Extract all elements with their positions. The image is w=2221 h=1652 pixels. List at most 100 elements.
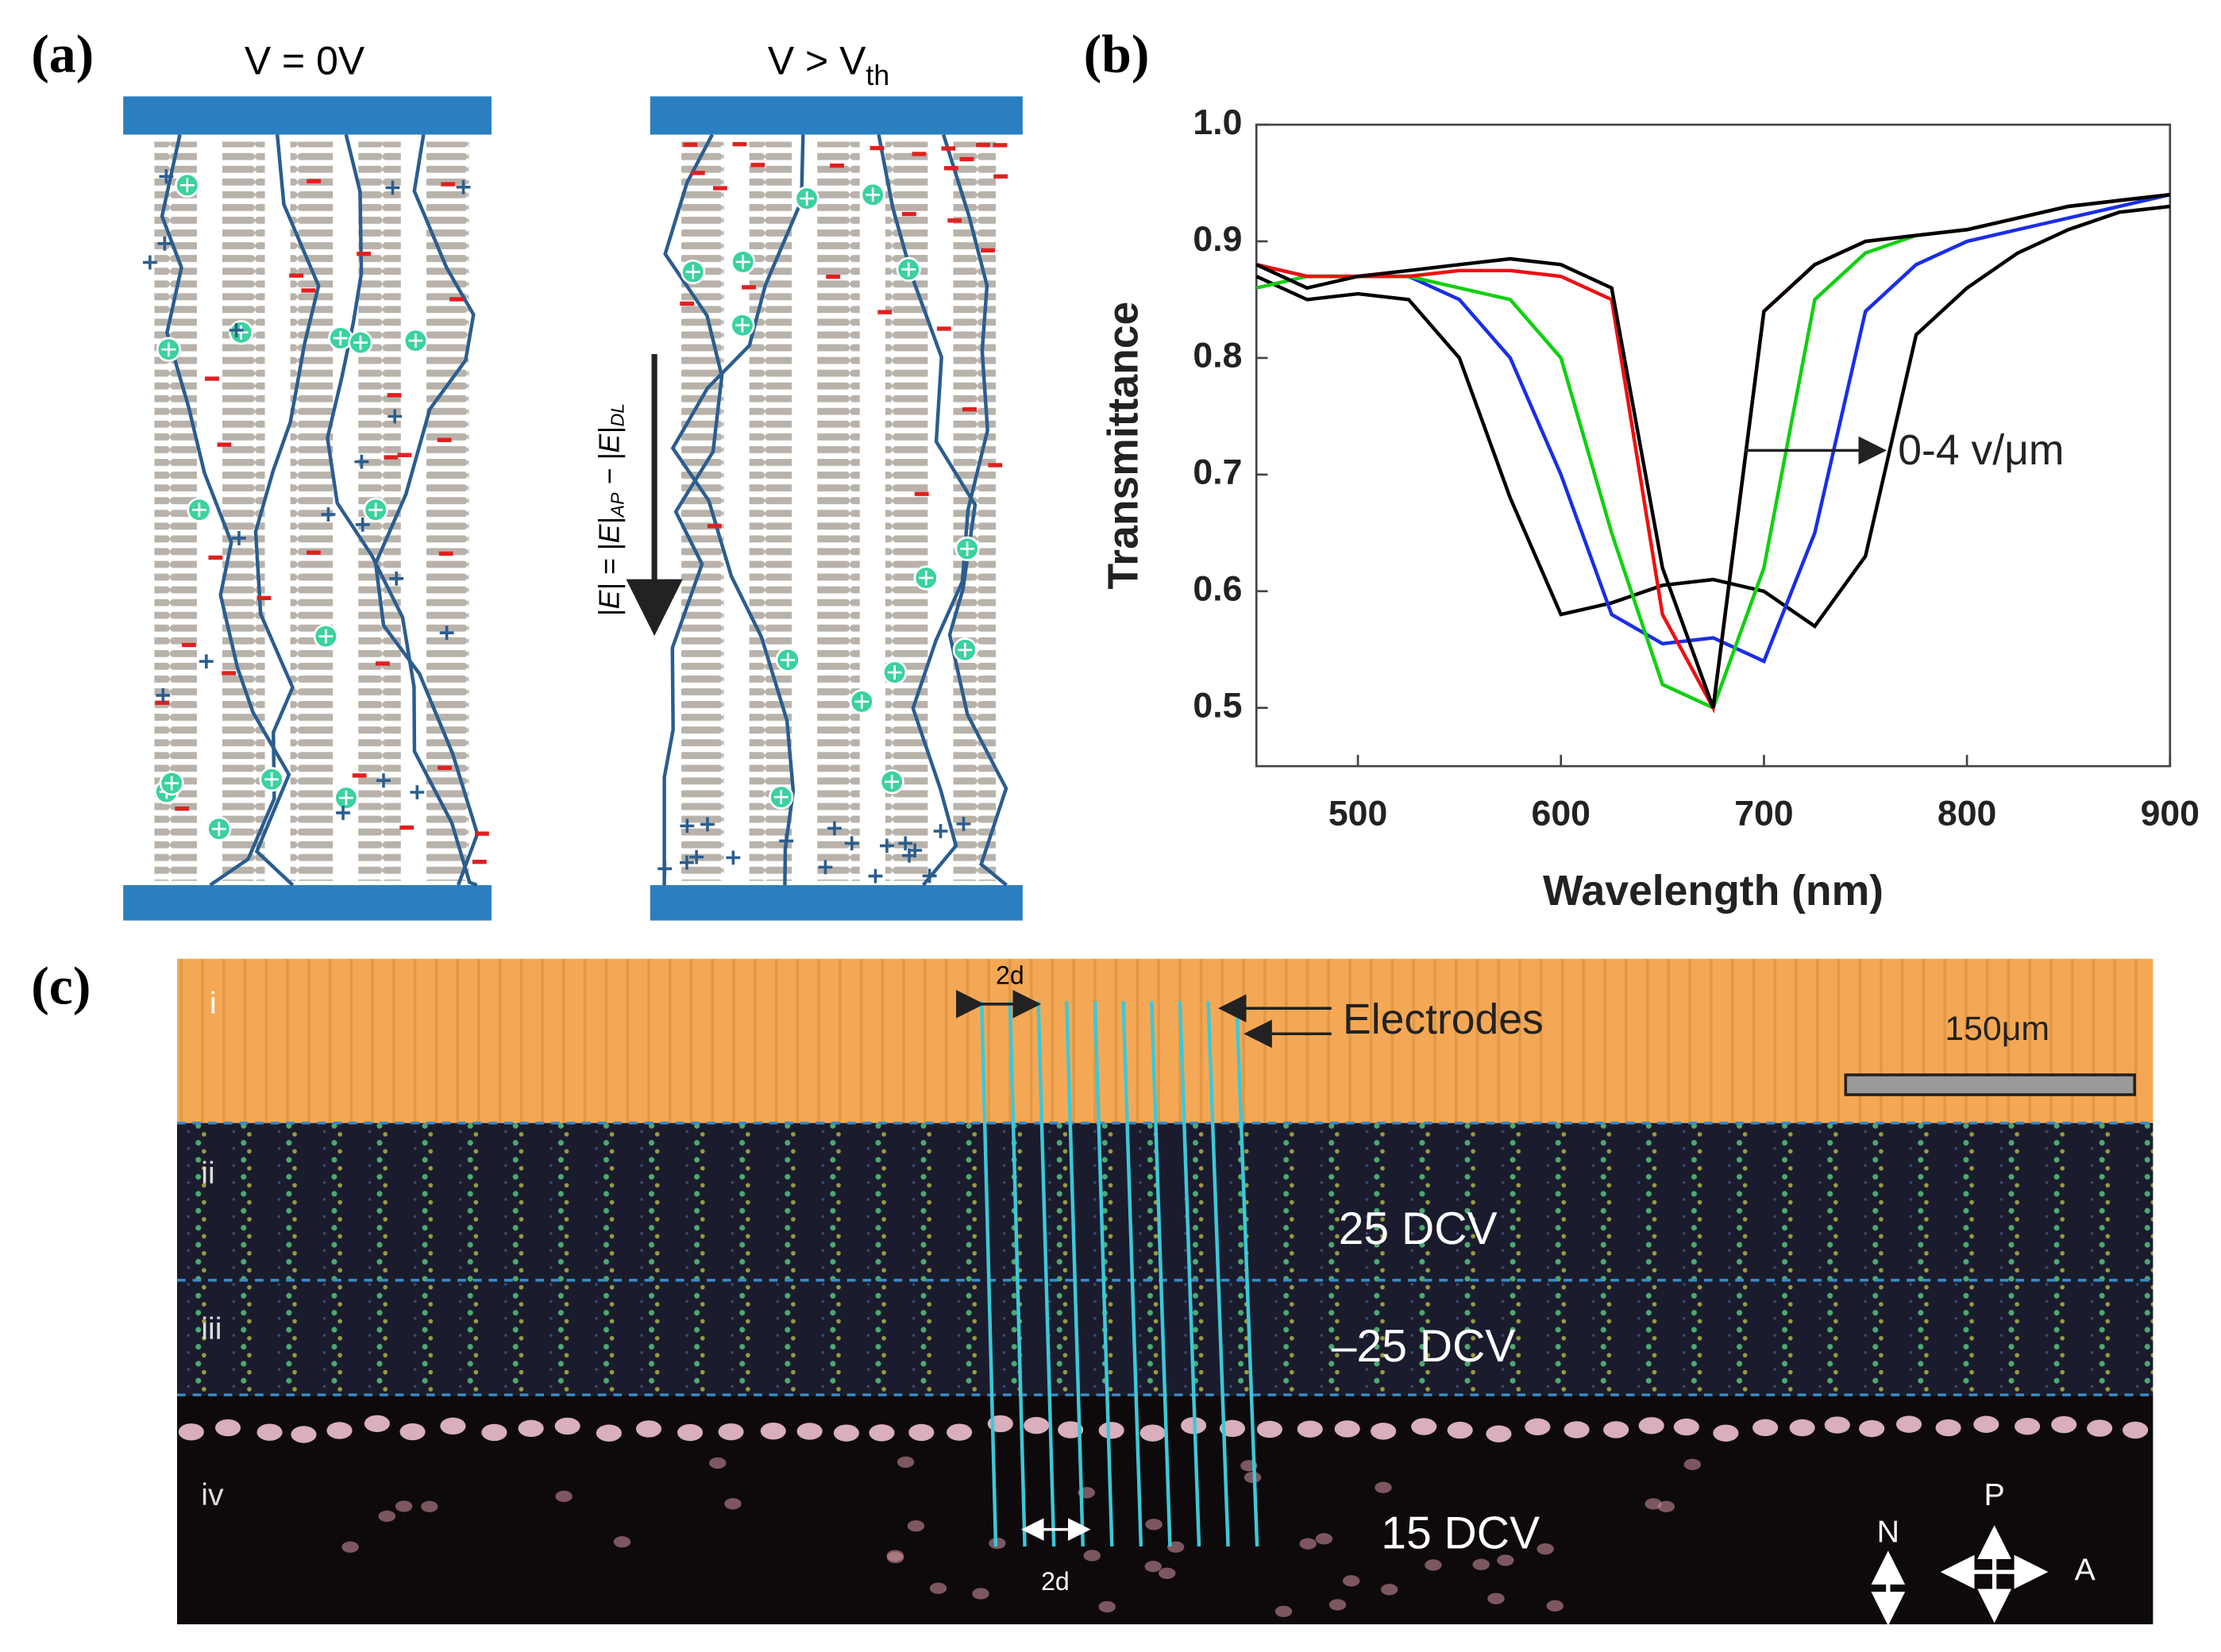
spacing-label: 2d	[1041, 1567, 1070, 1596]
cation-sign	[264, 772, 280, 787]
bright-spot	[1334, 1420, 1360, 1438]
electrode-plate	[650, 96, 1023, 135]
bright-spot	[1713, 1424, 1739, 1442]
bright-spot	[929, 1582, 947, 1594]
anion	[475, 831, 489, 836]
bright-spot	[326, 1422, 353, 1439]
cation-sign	[339, 791, 353, 806]
bright-spot	[2123, 1421, 2149, 1439]
anion	[959, 156, 974, 162]
electrode	[1093, 1001, 1114, 1547]
cation-sign	[901, 262, 916, 277]
bright-spot	[1256, 1420, 1282, 1438]
anion	[399, 825, 415, 830]
polymer-chain	[373, 134, 480, 886]
bright-spot	[1645, 1498, 1662, 1510]
cation-sign	[192, 503, 206, 518]
bright-spot	[896, 1456, 915, 1468]
cation-sign	[958, 642, 973, 657]
anion	[988, 463, 1003, 468]
anion	[222, 671, 237, 676]
plus	[726, 850, 741, 865]
plot-frame	[1255, 123, 2172, 768]
compass-label: A	[2075, 1552, 2096, 1587]
plus	[385, 180, 400, 195]
cation-sign	[685, 264, 700, 279]
cation-sign	[179, 178, 195, 193]
electrode	[1178, 1001, 1201, 1547]
polymer-chain	[670, 134, 805, 885]
bright-spot	[718, 1423, 744, 1441]
lc-column	[749, 141, 792, 881]
x-axis-label: Wavelength (nm)	[1543, 868, 1884, 915]
plus	[898, 836, 913, 851]
x-tick-label: 500	[1328, 794, 1387, 833]
bright-spot	[399, 1423, 426, 1441]
cation-sign	[735, 255, 750, 269]
anion	[936, 326, 951, 331]
bright-spot	[554, 1417, 580, 1435]
bright-spot	[1859, 1419, 1885, 1438]
electrode	[1008, 1001, 1027, 1547]
bright-spot	[1789, 1419, 1815, 1437]
anion	[175, 806, 190, 811]
plus	[689, 849, 704, 865]
row-label: iv	[201, 1477, 224, 1512]
plus	[321, 507, 336, 522]
title-sub: th	[866, 60, 889, 92]
anion	[376, 661, 390, 666]
anion	[217, 442, 232, 447]
row-bright	[176, 958, 2154, 1123]
bright-spot	[1058, 1421, 1084, 1438]
bright-spot	[395, 1500, 413, 1512]
lc-column	[426, 141, 469, 881]
cation-sign	[885, 774, 900, 789]
electrode	[1121, 1001, 1143, 1547]
field-label: |E| = |E|AP − |E|DL	[594, 403, 628, 617]
anion	[943, 166, 958, 171]
anion	[301, 288, 316, 293]
bright-spot	[1683, 1458, 1702, 1470]
plus	[933, 823, 948, 838]
bright-spot	[1895, 1415, 1922, 1433]
bright-spot	[291, 1426, 317, 1443]
bright-spot	[1083, 1550, 1101, 1562]
bright-spot	[2087, 1419, 2113, 1437]
anion	[742, 285, 756, 290]
anion	[438, 765, 452, 770]
anion	[357, 252, 372, 256]
plus	[156, 687, 171, 703]
cation-sign	[211, 822, 226, 837]
x-tick-label: 600	[1532, 794, 1591, 833]
x-tick-label: 700	[1734, 794, 1793, 833]
cation-sign	[353, 335, 368, 350]
plus	[680, 855, 694, 870]
bright-spot	[214, 1419, 241, 1437]
bright-spot	[796, 1423, 823, 1440]
electrode-plate	[123, 884, 492, 921]
bright-spot	[1537, 1543, 1554, 1555]
anion	[441, 182, 456, 187]
lc-column	[290, 141, 334, 881]
bright-spot	[1342, 1575, 1360, 1587]
x-tick-label: 900	[2141, 794, 2200, 833]
bright-spot	[1411, 1418, 1437, 1435]
bright-spot	[1274, 1605, 1293, 1618]
plus	[355, 517, 370, 532]
plus	[199, 654, 214, 669]
cation-sign	[800, 191, 815, 206]
bright-spot	[1139, 1424, 1166, 1442]
lc-column	[222, 141, 265, 881]
polymer-chain	[662, 133, 724, 885]
anion	[912, 152, 927, 156]
row-label: iii	[201, 1311, 222, 1346]
bright-spot	[481, 1423, 507, 1442]
field-part: DL	[607, 403, 628, 427]
cation-sign	[333, 331, 348, 345]
bright-spot	[2015, 1418, 2041, 1435]
annotation: 0-4 v/μm	[1898, 427, 2064, 474]
bright-spot	[1159, 1567, 1176, 1580]
bright-spot	[2051, 1415, 2077, 1434]
anion	[289, 273, 304, 278]
